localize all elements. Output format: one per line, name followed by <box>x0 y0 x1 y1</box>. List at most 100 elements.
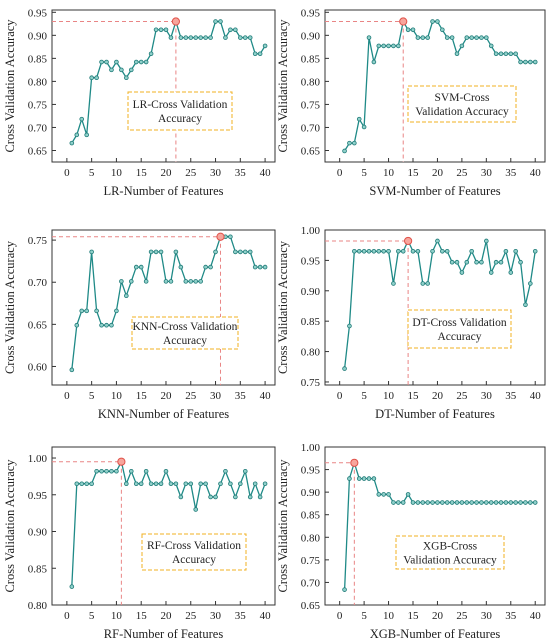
chart-1-y-tick-label: 0.80 <box>28 76 48 88</box>
chart-6-point <box>444 500 450 505</box>
chart-6-y-tick-label: 0.65 <box>301 600 321 612</box>
chart-1-point <box>99 59 104 65</box>
chart-3-point <box>247 249 253 255</box>
chart-4-y-tick-label: 1.00 <box>301 225 321 237</box>
chart-2-point <box>532 59 538 65</box>
chart-6-point <box>386 492 391 497</box>
chart-4-x-tick-label: 5 <box>361 390 367 402</box>
chart-5-point <box>238 481 243 487</box>
chart-2-point <box>464 35 470 40</box>
chart-4-point <box>440 248 445 254</box>
chart-3-point <box>262 264 268 270</box>
chart-2-point <box>498 51 504 57</box>
chart-5-point <box>148 481 154 487</box>
chart-4-point <box>386 248 391 254</box>
chart-4-point <box>415 248 421 254</box>
chart-6-legend-text: XGB-Cross <box>423 541 478 553</box>
chart-1-y-tick-label: 0.95 <box>28 7 48 19</box>
chart-4-y-tick-label: 0.90 <box>301 286 321 298</box>
chart-5-legend-box <box>141 533 247 571</box>
chart-3-point <box>183 279 189 284</box>
chart-2-x-tick-label: 35 <box>505 167 517 179</box>
chart-4-x-tick-label: 15 <box>408 390 420 402</box>
chart-2-point <box>493 51 499 57</box>
chart-1-best-point <box>171 17 180 26</box>
chart-1-frame <box>51 9 276 163</box>
chart-2-best-point <box>399 17 408 26</box>
chart-2-point <box>513 51 518 57</box>
chart-5-point <box>79 481 85 487</box>
chart-6-point <box>435 500 440 505</box>
chart-2-point <box>440 27 445 33</box>
chart-6-y-axis-title: Cross Validation Accuracy <box>276 459 290 593</box>
chart-5-y-tick-label: 0.80 <box>28 600 48 612</box>
chart-4-point <box>381 248 386 254</box>
chart-1-y-tick-label: 0.70 <box>28 122 48 134</box>
chart-5-point <box>109 468 114 474</box>
chart-4-point <box>528 281 533 286</box>
chart-4-x-tick-label: 40 <box>530 390 542 402</box>
chart-6-y-tick-label: 1.00 <box>301 442 321 454</box>
chart-1-point <box>74 132 80 138</box>
chart-2-x-tick-label: 10 <box>383 167 395 179</box>
chart-1-x-tick-label: 35 <box>235 167 247 179</box>
chart-1-point <box>153 27 159 33</box>
chart-4-point <box>508 270 514 275</box>
chart-1-point <box>143 59 149 65</box>
chart-1-point <box>119 67 124 73</box>
chart-3-x-tick-label: 15 <box>136 390 148 402</box>
chart-3-point <box>69 367 75 373</box>
chart-5-point <box>188 481 194 487</box>
chart-3-x-tick-label: 10 <box>111 390 123 402</box>
chart-3-x-tick-label: 0 <box>64 390 70 402</box>
chart-6-point <box>528 500 533 505</box>
chart-2-x-axis-title: SVM-Number of Features <box>369 184 500 198</box>
chart-6-point <box>381 492 386 497</box>
chart-3: 0 5 10 15 20 25 30 35 40 0.60 0.65 0.70 0.75 KNN-Numb… <box>3 229 276 421</box>
chart-1-x-tick-label: 5 <box>89 167 95 179</box>
chart-3-series-line <box>71 236 266 370</box>
chart-6-x-tick-label: 10 <box>383 610 395 622</box>
chart-3-point <box>133 264 139 270</box>
chart-6-point <box>459 500 465 505</box>
chart-2-point <box>415 35 421 40</box>
chart-4-point <box>430 248 435 254</box>
chart-4-point <box>420 281 426 286</box>
chart-3-x-tick-label: 30 <box>210 390 222 402</box>
chart-4-x-tick-label: 30 <box>481 390 493 402</box>
chart-6-x-tick-label: 25 <box>456 610 468 622</box>
chart-5-best-point <box>117 457 126 466</box>
chart-3-point <box>233 249 238 255</box>
chart-1-point <box>109 67 114 73</box>
chart-4-point <box>523 302 528 308</box>
chart-6-y-tick-label: 0.75 <box>301 555 321 567</box>
chart-3-x-tick-label: 35 <box>235 390 247 402</box>
chart-6-point <box>420 500 426 505</box>
chart-3-point <box>74 322 80 328</box>
chart-5-point <box>133 481 139 487</box>
chart-2-y-tick-label: 0.90 <box>301 30 321 42</box>
chart-1-point <box>252 51 258 57</box>
chart-3-legend-text: KNN-Cross Validation <box>133 321 238 333</box>
chart-6-point <box>454 500 460 505</box>
chart-4-x-axis-title: DT-Number of Features <box>375 407 495 421</box>
chart-1-y-tick-label: 0.75 <box>28 99 48 111</box>
chart-6-x-tick-label: 5 <box>361 610 367 622</box>
chart-5-y-tick-label: 0.85 <box>28 563 48 575</box>
chart-6-point <box>474 500 479 505</box>
chart-6-x-tick-label: 0 <box>337 610 343 622</box>
chart-2-y-tick-label: 0.95 <box>301 7 321 19</box>
chart-4-point <box>371 248 377 254</box>
chart-5-point <box>158 481 164 487</box>
chart-6-point <box>498 500 504 505</box>
chart-2-y-tick-label: 0.65 <box>301 145 321 157</box>
chart-3-point <box>153 249 159 255</box>
chart-2-point <box>361 124 367 130</box>
chart-5-point <box>163 468 169 474</box>
chart-6-x-tick-label: 40 <box>530 610 542 622</box>
chart-4-frame <box>324 229 546 386</box>
chart-2-x-tick-label: 20 <box>432 167 444 179</box>
chart-5-point <box>138 481 144 487</box>
chart-2-point <box>435 19 440 24</box>
chart-1-point <box>128 67 134 73</box>
